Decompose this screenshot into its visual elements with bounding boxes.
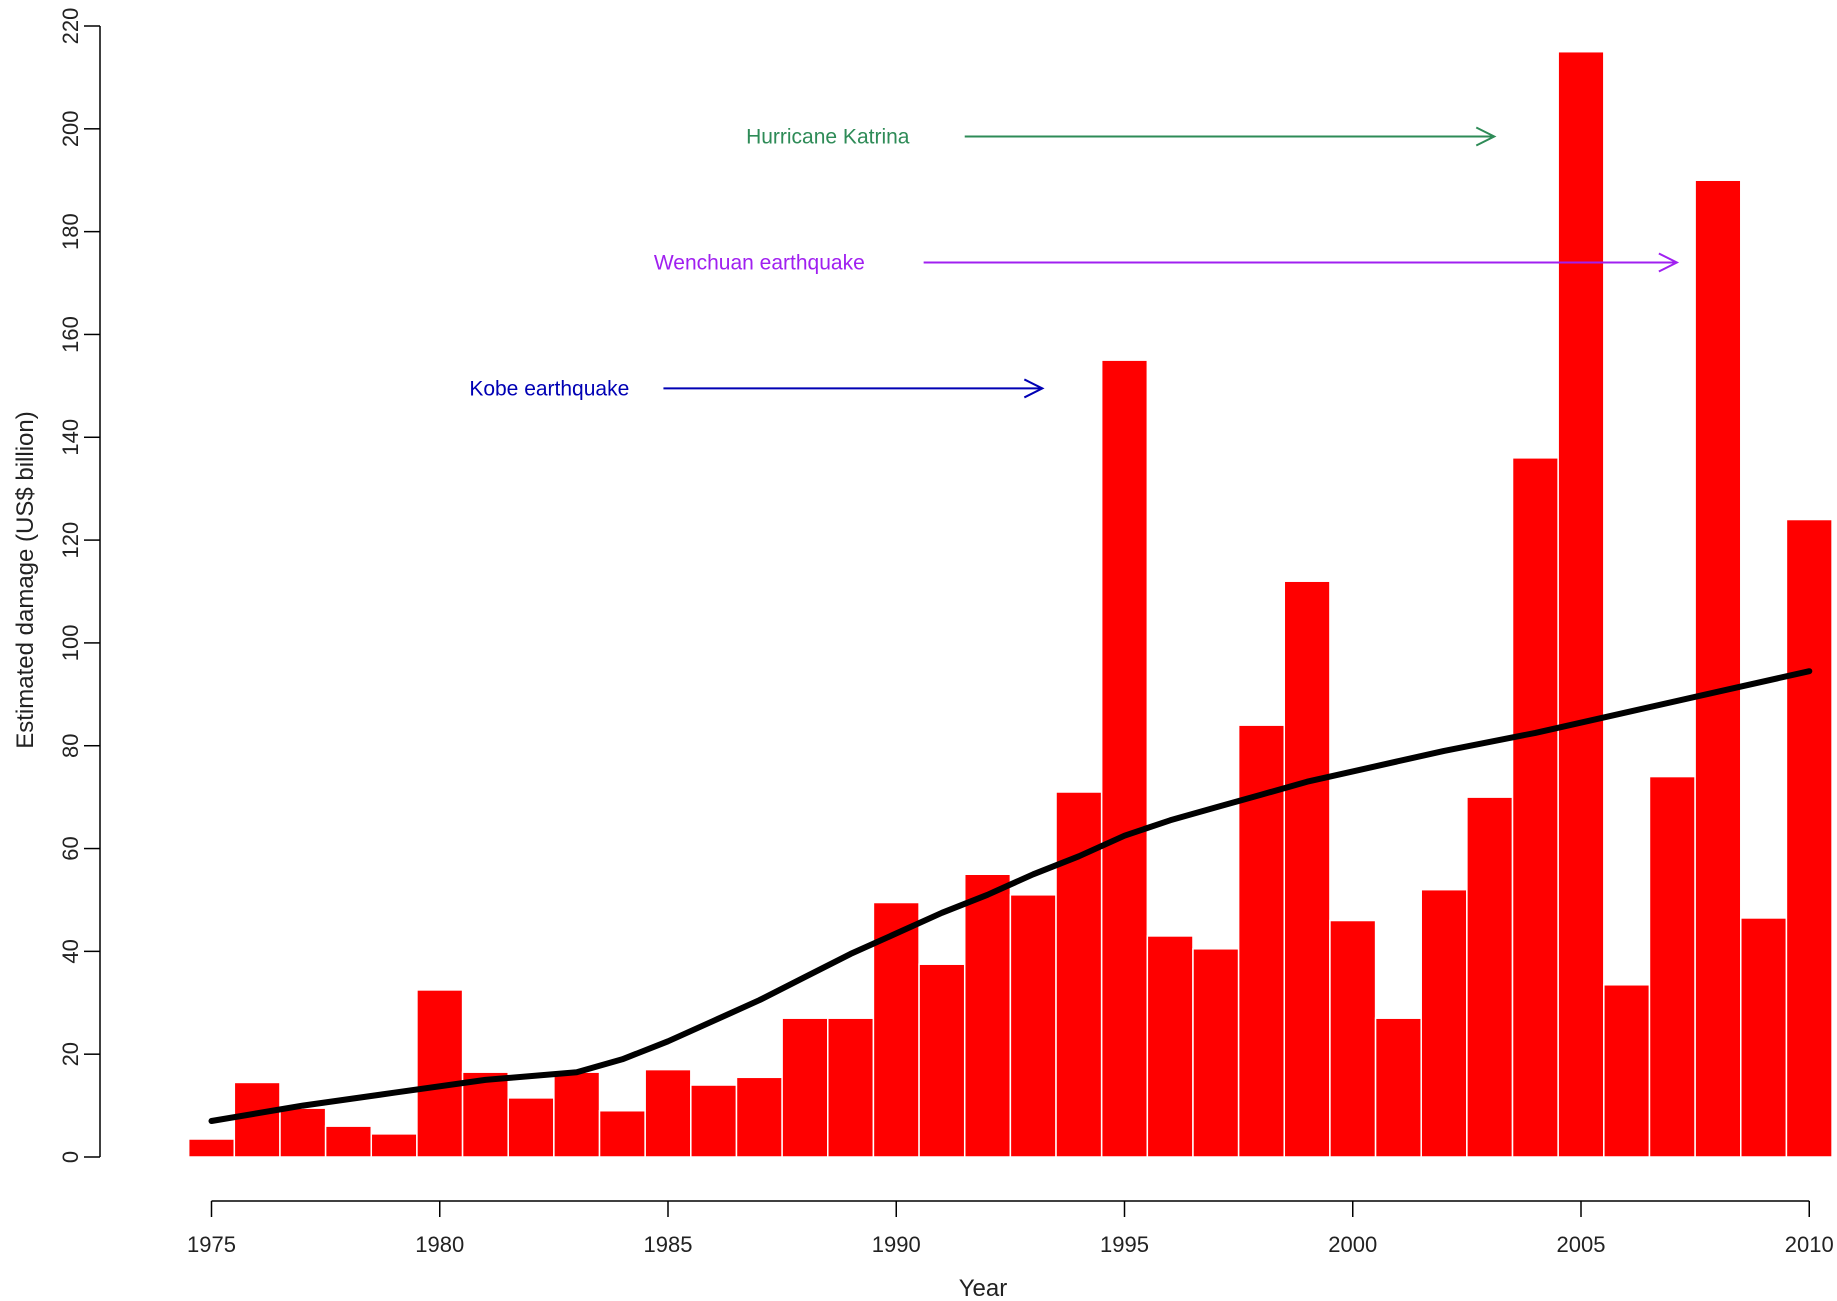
bar-1984 bbox=[598, 1109, 646, 1158]
y-tick-label-160: 160 bbox=[58, 316, 83, 353]
x-tick-label-2000: 2000 bbox=[1328, 1232, 1377, 1257]
annotation-arrowhead-1 bbox=[1658, 252, 1680, 273]
y-tick-label-0: 0 bbox=[58, 1151, 83, 1163]
y-tick-label-60: 60 bbox=[58, 836, 83, 860]
bar-1999 bbox=[1283, 580, 1331, 1158]
y-tick-label-220: 220 bbox=[58, 8, 83, 45]
axes-layer: 0 20 40 60 80 100 120 140 160 180 200 220 1975 1980 19… bbox=[58, 8, 1834, 1257]
bar-1983 bbox=[553, 1071, 601, 1158]
bar-1977 bbox=[279, 1107, 327, 1158]
bar-2009 bbox=[1740, 917, 1788, 1158]
y-tick-label-140: 140 bbox=[58, 419, 83, 456]
bar-1975 bbox=[187, 1138, 236, 1158]
y-tick-label-120: 120 bbox=[58, 522, 83, 559]
bar-2008 bbox=[1694, 179, 1742, 1158]
x-tick-label-1995: 1995 bbox=[1100, 1232, 1149, 1257]
x-tick-label-1980: 1980 bbox=[415, 1232, 464, 1257]
annotation-label-1: Wenchuan earthquake bbox=[654, 251, 865, 274]
bar-1978 bbox=[324, 1125, 373, 1158]
bar-1991 bbox=[918, 963, 966, 1158]
x-axis-title: Year bbox=[959, 1275, 1008, 1301]
bar-1997 bbox=[1192, 948, 1240, 1158]
annotation-label-2: Kobe earthquake bbox=[469, 377, 629, 400]
x-tick-label-2005: 2005 bbox=[1557, 1232, 1606, 1257]
bar-2005 bbox=[1557, 50, 1605, 1158]
bar-1980 bbox=[416, 989, 464, 1158]
y-tick-label-100: 100 bbox=[58, 625, 83, 662]
bar-2006 bbox=[1603, 984, 1651, 1158]
annotation-label-0: Hurricane Katrina bbox=[746, 126, 910, 149]
y-axis-title: Estimated damage (US$ billion) bbox=[12, 411, 39, 749]
x-tick-label-1975: 1975 bbox=[187, 1232, 236, 1257]
bar-1986 bbox=[690, 1084, 738, 1158]
bar-2000 bbox=[1329, 919, 1377, 1158]
x-tick-label-1985: 1985 bbox=[644, 1232, 693, 1257]
bar-1987 bbox=[735, 1076, 783, 1158]
bar-1989 bbox=[827, 1017, 875, 1158]
bar-1985 bbox=[644, 1068, 692, 1158]
bar-1982 bbox=[507, 1097, 555, 1158]
bar-2004 bbox=[1511, 457, 1559, 1158]
bar-1996 bbox=[1146, 935, 1194, 1158]
bar-1990 bbox=[872, 901, 920, 1158]
bar-1979 bbox=[370, 1133, 418, 1158]
trend-line bbox=[208, 668, 1813, 1124]
trend-layer bbox=[208, 668, 1813, 1124]
bar-2003 bbox=[1466, 796, 1514, 1158]
bar-1995 bbox=[1100, 359, 1149, 1158]
bar-1981 bbox=[461, 1071, 509, 1158]
bars-layer bbox=[187, 50, 1833, 1158]
y-tick-label-80: 80 bbox=[58, 733, 83, 757]
bar-1992 bbox=[963, 873, 1012, 1158]
bar-1994 bbox=[1055, 791, 1103, 1158]
x-tick-label-1990: 1990 bbox=[872, 1232, 921, 1257]
bar-2001 bbox=[1374, 1017, 1422, 1158]
annotation-arrowhead-2 bbox=[1023, 378, 1045, 399]
annotation-arrowhead-0 bbox=[1475, 126, 1497, 147]
y-tick-label-20: 20 bbox=[58, 1042, 83, 1066]
annotations-layer: Hurricane Katrina Wenchuan earthquake Kobe… bbox=[469, 126, 1680, 400]
bar-1993 bbox=[1009, 894, 1057, 1158]
bar-1988 bbox=[781, 1017, 829, 1158]
bar-2002 bbox=[1420, 888, 1468, 1158]
y-tick-label-200: 200 bbox=[58, 110, 83, 147]
bar-1976 bbox=[233, 1081, 281, 1158]
y-tick-label-40: 40 bbox=[58, 939, 83, 963]
x-tick-label-2010: 2010 bbox=[1785, 1232, 1834, 1257]
bar-2007 bbox=[1648, 775, 1696, 1158]
y-tick-label-180: 180 bbox=[58, 213, 83, 250]
bar-2010 bbox=[1785, 518, 1833, 1158]
